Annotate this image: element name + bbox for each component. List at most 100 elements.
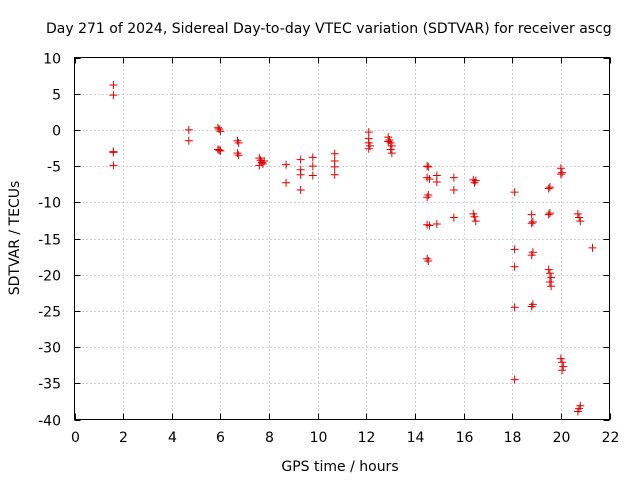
data-point — [449, 173, 458, 182]
x-tick-label: 14 — [407, 430, 425, 446]
y-tick-label: -15 — [38, 233, 61, 249]
data-point — [296, 170, 305, 179]
data-point — [471, 176, 480, 185]
data-points — [109, 81, 597, 416]
data-point — [233, 149, 242, 158]
data-point — [559, 362, 568, 371]
data-point — [576, 401, 585, 410]
y-tick-label: 10 — [43, 52, 61, 68]
y-tick-label: -25 — [38, 305, 61, 321]
data-point — [527, 251, 536, 260]
data-point — [588, 243, 597, 252]
data-point — [423, 254, 432, 263]
data-point — [575, 213, 584, 222]
y-tick-label: -35 — [38, 377, 61, 393]
data-point — [423, 193, 432, 202]
data-point — [510, 188, 519, 197]
data-point — [470, 212, 479, 221]
data-point — [432, 220, 441, 229]
data-point — [471, 217, 480, 226]
data-point — [556, 354, 565, 363]
data-point — [425, 175, 434, 184]
y-axis-title: SDTVAR / TECUs — [7, 181, 23, 296]
data-point — [234, 138, 243, 147]
data-point — [576, 217, 585, 226]
x-axis-title: GPS time / hours — [281, 459, 398, 475]
data-point — [527, 302, 536, 311]
data-point — [545, 277, 554, 286]
data-point — [184, 136, 193, 145]
x-tick-label: 0 — [71, 430, 80, 446]
x-tick-label: 12 — [358, 430, 376, 446]
data-point — [387, 149, 396, 158]
tick-labels: 0 2 4 6 8 10 12 14 16 18 20 22 10 5 0 -5 -10 -15 -20 -25 -30… — [38, 52, 619, 447]
data-point — [432, 178, 441, 187]
data-point — [234, 151, 243, 160]
data-point — [109, 81, 118, 90]
data-point — [528, 217, 537, 226]
data-point — [544, 210, 553, 219]
y-tick-label: -40 — [38, 414, 61, 430]
data-point — [386, 145, 395, 154]
axis-ticks — [74, 57, 611, 421]
data-point — [282, 178, 291, 187]
data-point — [109, 161, 118, 170]
data-point — [573, 209, 582, 218]
data-point — [558, 168, 567, 177]
data-point — [364, 144, 373, 153]
data-point — [424, 162, 433, 171]
data-point — [424, 256, 433, 265]
y-tick-label: -30 — [38, 341, 61, 357]
y-tick-label: -20 — [38, 269, 61, 285]
data-point — [215, 146, 224, 155]
data-point — [216, 127, 225, 136]
data-point — [527, 210, 536, 219]
data-point — [556, 170, 565, 179]
x-tick-label: 10 — [310, 430, 328, 446]
x-tick-label: 16 — [456, 430, 474, 446]
data-point — [558, 358, 567, 367]
data-point — [545, 269, 554, 278]
data-point — [330, 149, 339, 158]
data-point — [423, 162, 432, 171]
x-tick-label: 20 — [553, 430, 571, 446]
data-point — [449, 185, 458, 194]
data-point — [109, 148, 118, 157]
data-point — [215, 125, 224, 134]
y-tick-label: 0 — [52, 124, 61, 140]
grid-lines — [74, 57, 610, 420]
data-point — [424, 191, 433, 200]
data-point — [544, 265, 553, 274]
data-point — [308, 162, 317, 171]
data-point — [510, 262, 519, 271]
x-tick-label: 6 — [216, 430, 225, 446]
data-point — [545, 209, 554, 218]
data-point — [544, 184, 553, 193]
data-point — [528, 300, 537, 309]
data-point — [282, 160, 291, 169]
data-point — [449, 213, 458, 222]
plot-frame — [74, 57, 610, 420]
data-point — [558, 366, 567, 375]
data-point — [233, 136, 242, 145]
data-point — [547, 273, 556, 282]
x-tick-label: 22 — [602, 430, 620, 446]
data-point — [296, 185, 305, 194]
data-point — [330, 170, 339, 179]
data-point — [510, 375, 519, 384]
y-tick-label: 5 — [52, 88, 61, 104]
data-point — [216, 146, 225, 155]
data-point — [260, 157, 269, 166]
y-tick-label: -10 — [38, 196, 61, 212]
data-point — [527, 219, 536, 228]
data-point — [330, 162, 339, 171]
data-point — [510, 303, 519, 312]
data-point — [547, 282, 556, 291]
data-point — [308, 153, 317, 162]
x-tick-label: 8 — [265, 430, 274, 446]
x-tick-label: 2 — [119, 430, 128, 446]
data-point — [387, 141, 396, 150]
data-point — [384, 137, 393, 146]
data-point — [425, 221, 434, 230]
